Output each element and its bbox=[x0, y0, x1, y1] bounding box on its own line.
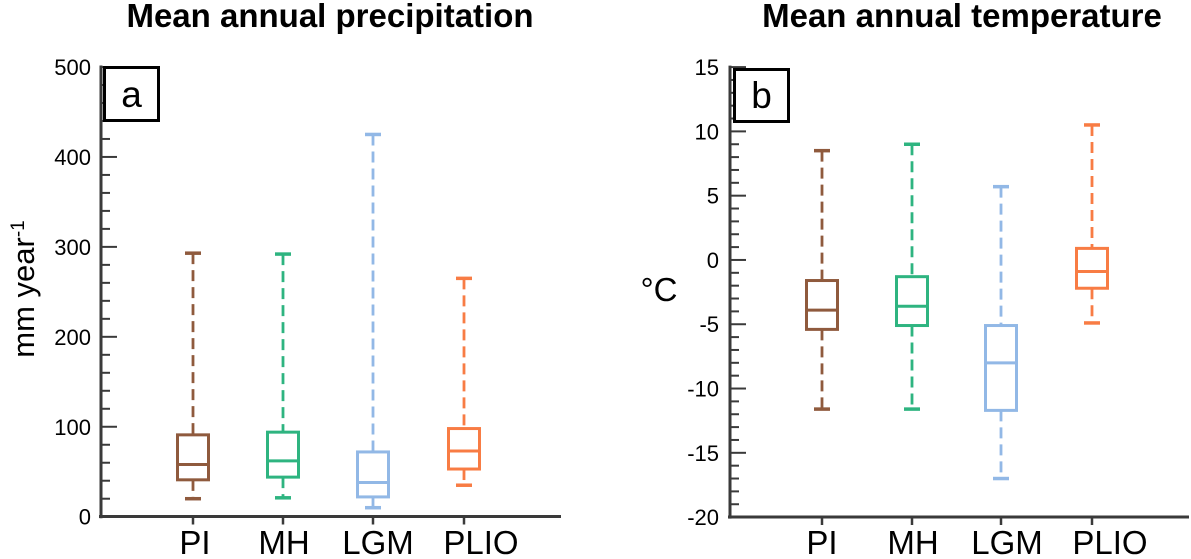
panel-a-title: Mean annual precipitation bbox=[126, 0, 534, 34]
y-tick-label: 100 bbox=[54, 415, 91, 440]
iqr-box bbox=[447, 427, 481, 471]
boxplot-MH bbox=[895, 142, 929, 411]
y-tick-label: 200 bbox=[54, 325, 91, 350]
boxplot-PLIO bbox=[447, 276, 481, 487]
y-tick-label: 0 bbox=[707, 248, 719, 273]
panel-b-letter: b bbox=[751, 75, 772, 116]
y-tick-label: 10 bbox=[695, 119, 719, 144]
boxplot-PLIO bbox=[1075, 123, 1109, 325]
iqr-box bbox=[984, 324, 1018, 412]
y-tick-label: 500 bbox=[54, 55, 91, 80]
panel-b-title: Mean annual temperature bbox=[762, 0, 1162, 34]
y-tick-label: 15 bbox=[695, 55, 719, 80]
iqr-box bbox=[176, 433, 210, 482]
iqr-box bbox=[805, 279, 839, 331]
y-tick-label: -10 bbox=[687, 377, 719, 402]
x-category-label: MH bbox=[258, 524, 309, 559]
y-tick-label: 0 bbox=[79, 505, 91, 530]
x-category-label: PLIO bbox=[1072, 524, 1147, 559]
x-category-label: PLIO bbox=[443, 524, 518, 559]
panel-a-letter: a bbox=[121, 73, 142, 115]
y-tick-label: -15 bbox=[687, 441, 719, 466]
y-tick-label: 300 bbox=[54, 235, 91, 260]
y-tick-label: 5 bbox=[707, 184, 719, 209]
iqr-box bbox=[356, 450, 390, 499]
panel-a-y-axis-label-superscript: -1 bbox=[8, 220, 29, 238]
y-tick-label: -5 bbox=[699, 312, 719, 337]
panel-a: 0 100 200 300 400 500 PI MH LGM PLIO bbox=[54, 55, 561, 559]
y-tick-label: -20 bbox=[687, 505, 719, 530]
panel-a-y-axis-label: mm year-1 bbox=[6, 184, 42, 394]
x-category-label: LGM bbox=[342, 524, 414, 559]
x-category-label: LGM bbox=[971, 524, 1043, 559]
boxplot-LGM bbox=[356, 132, 390, 510]
x-category-label: PI bbox=[806, 524, 837, 559]
y-tick-label: 400 bbox=[54, 145, 91, 170]
iqr-box bbox=[895, 275, 929, 328]
panel-b-y-axis-label: °C bbox=[640, 271, 678, 308]
boxplot-PI bbox=[176, 251, 210, 501]
iqr-box bbox=[266, 430, 300, 479]
panel-b: 15 10 5 0 -5 -10 -15 -20 PI MH LGM PLIO bbox=[687, 55, 1189, 559]
panel-a-label-box: a bbox=[103, 66, 160, 122]
panel-b-label-box: b bbox=[733, 68, 790, 123]
boxplot-PI bbox=[805, 148, 839, 411]
iqr-box bbox=[1075, 246, 1109, 290]
boxplot-LGM bbox=[984, 184, 1018, 481]
panel-a-y-axis-label-text: mm year bbox=[6, 237, 41, 358]
boxplot-MH bbox=[266, 252, 300, 500]
x-category-label: MH bbox=[887, 524, 938, 559]
x-category-label: PI bbox=[179, 524, 210, 559]
